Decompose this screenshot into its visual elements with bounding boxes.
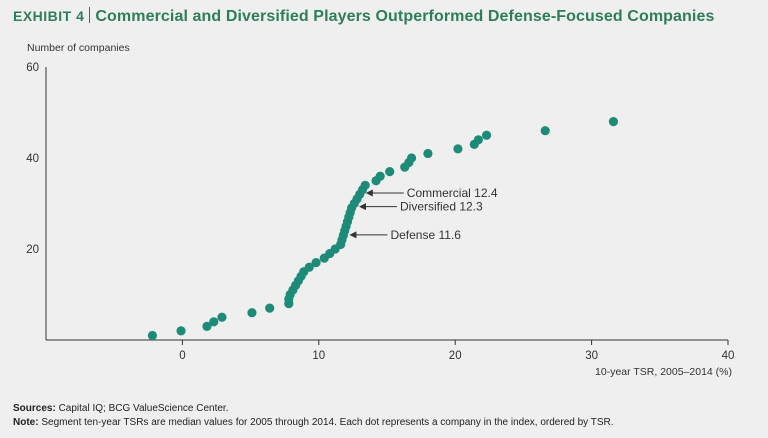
data-point <box>375 171 385 181</box>
sources-label: Sources: <box>13 403 56 414</box>
x-tick-label: 10 <box>312 350 325 362</box>
data-point <box>311 258 321 268</box>
exhibit-label: Exhibit 4 <box>13 8 85 24</box>
data-points <box>147 117 619 341</box>
data-point <box>147 330 157 341</box>
data-point <box>385 167 395 177</box>
chart-footer: Sources: Capital IQ; BCG ValueScience Ce… <box>13 402 614 429</box>
title-separator <box>89 7 91 23</box>
annotation-arrowhead <box>358 203 366 211</box>
data-point <box>202 321 212 331</box>
y-tick-label: 60 <box>26 62 39 74</box>
note-line: Note: Segment ten-year TSRs are median v… <box>13 416 614 430</box>
sources-text: Capital IQ; BCG ValueScience Center. <box>58 403 229 414</box>
data-point <box>209 317 219 327</box>
x-tick-label: 30 <box>585 350 598 362</box>
scatter-chart: Number of companies 10-year TSR, 2005–20… <box>26 42 734 378</box>
y-tick-label: 20 <box>26 244 39 256</box>
annotation-arrowhead <box>349 231 357 239</box>
note-label: Note: <box>13 416 39 428</box>
data-point <box>217 312 227 322</box>
chart-title: Exhibit 4 Commercial and Diversified Play… <box>13 7 714 26</box>
x-tick-label: 0 <box>179 350 185 362</box>
data-point <box>360 180 370 190</box>
title-text: Commercial and Diversified Players Outpe… <box>95 8 715 25</box>
data-point <box>304 262 314 272</box>
data-point <box>473 135 483 145</box>
note-text: Segment ten-year TSRs are median values … <box>41 416 614 428</box>
data-point <box>540 126 550 136</box>
data-point <box>481 130 492 140</box>
data-point <box>406 153 417 163</box>
data-point <box>608 117 619 127</box>
x-axis-label: 10-year TSR, 2005–2014 (%) <box>595 366 732 378</box>
data-point <box>453 144 463 154</box>
y-axis-label: Number of companies <box>27 42 130 54</box>
axis-ticks: 0 10 20 30 40 20 40 60 <box>26 62 734 362</box>
annotation-label: Defense 11.6 <box>390 228 461 242</box>
sources-line: Sources: Capital IQ; BCG ValueScience Ce… <box>13 402 614 416</box>
data-point <box>176 326 186 336</box>
annotation-label: Diversified 12.3 <box>400 200 483 214</box>
annotation-arrowhead <box>365 189 373 197</box>
y-tick-label: 40 <box>26 153 39 165</box>
x-tick-label: 40 <box>722 350 735 362</box>
data-point <box>265 303 275 313</box>
data-point <box>247 308 257 318</box>
annotation-label: Commercial 12.4 <box>407 186 498 200</box>
x-tick-label: 20 <box>449 350 462 362</box>
data-point <box>423 148 433 159</box>
